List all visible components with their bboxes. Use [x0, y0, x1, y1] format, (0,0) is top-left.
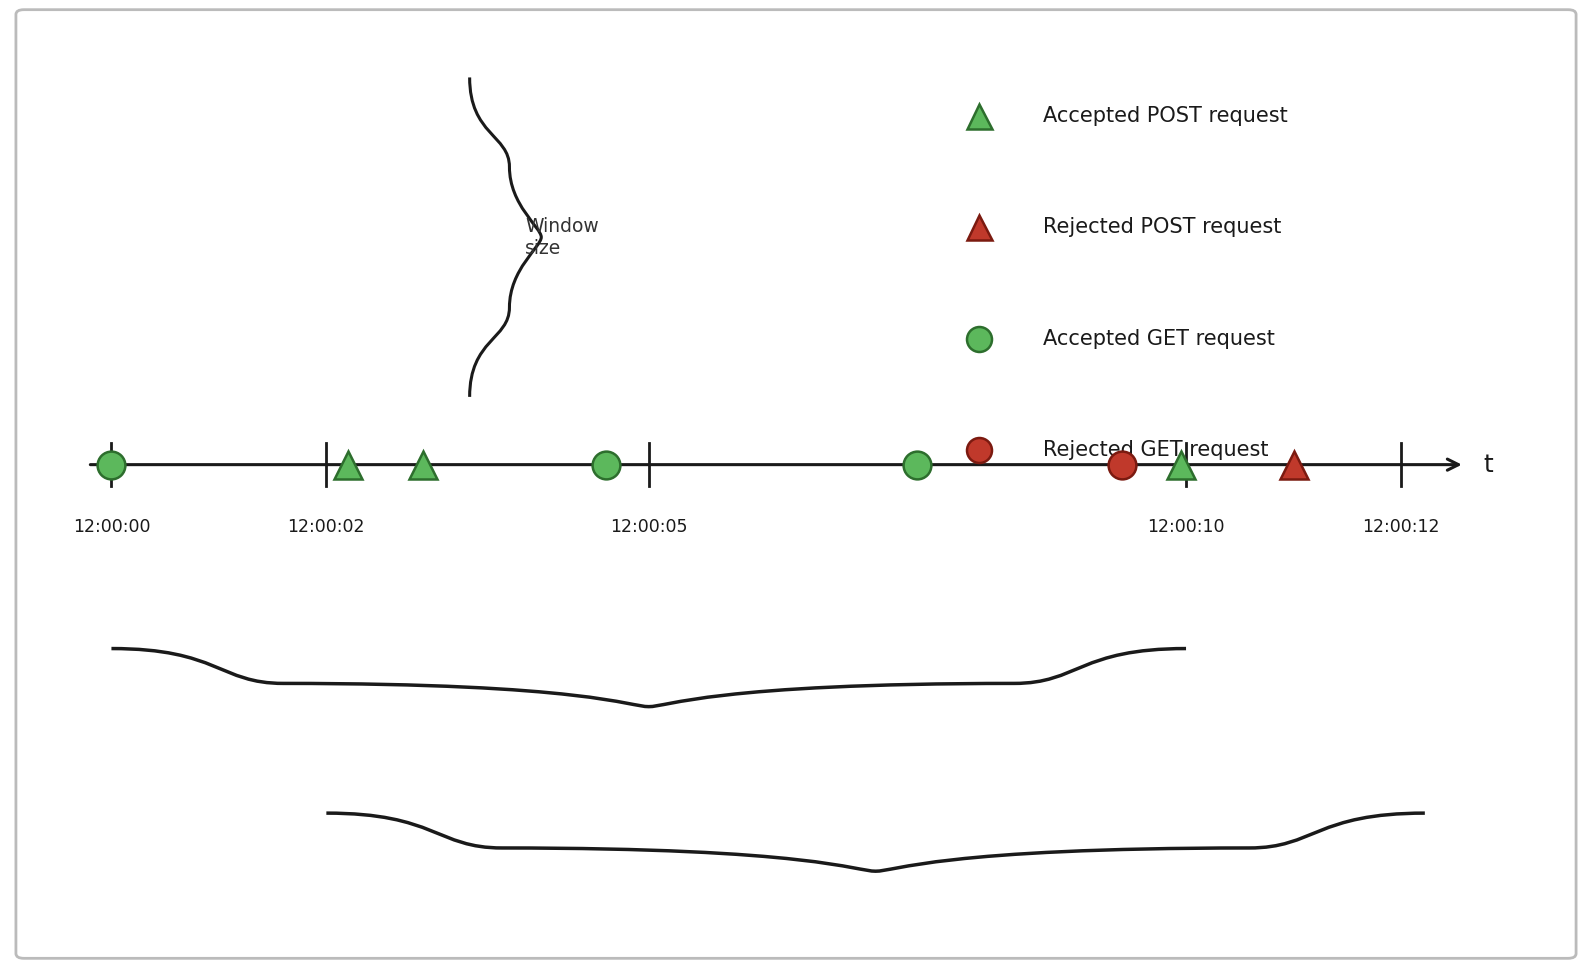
Text: 12:00:12: 12:00:12 — [1363, 518, 1439, 536]
Text: t: t — [1484, 453, 1493, 476]
Text: Rejected POST request: Rejected POST request — [1043, 218, 1282, 237]
Text: Window
size: Window size — [525, 217, 599, 257]
Text: 12:00:02: 12:00:02 — [288, 518, 365, 536]
Text: Accepted POST request: Accepted POST request — [1043, 106, 1288, 126]
Text: 12:00:00: 12:00:00 — [73, 518, 150, 536]
Text: 12:00:10: 12:00:10 — [1148, 518, 1224, 536]
Text: Accepted GET request: Accepted GET request — [1043, 329, 1275, 348]
Text: Rejected GET request: Rejected GET request — [1043, 440, 1269, 460]
Text: 12:00:05: 12:00:05 — [610, 518, 688, 536]
FancyBboxPatch shape — [16, 10, 1576, 958]
